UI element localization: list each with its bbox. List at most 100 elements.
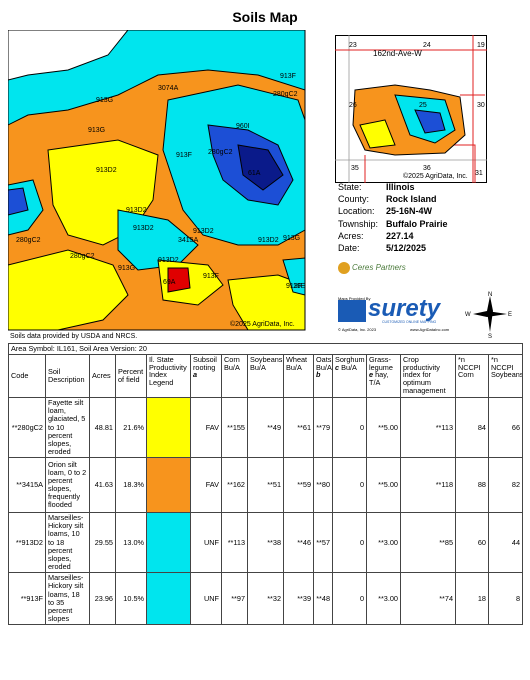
legend-cell <box>146 572 191 626</box>
agridata: © AgriData, Inc. 2023 <box>338 327 377 332</box>
header-cell: Code <box>8 354 46 399</box>
header-cell: *n NCCPI Corn <box>455 354 489 399</box>
caption-row: Area Symbol: IL161, Soil Area Version: 2… <box>7 342 524 356</box>
map-label: 913D2 <box>96 167 117 174</box>
header-note: e <box>369 370 374 380</box>
section-label: 23 <box>349 42 357 49</box>
data-row: **280gC2 Fayette silt loam, glaciated, 5 … <box>8 397 524 459</box>
cell: **118 <box>400 457 456 514</box>
header-cell: Subsoil rooting a <box>190 354 222 399</box>
map-label: 960I <box>236 123 250 130</box>
cell: **51 <box>247 457 284 514</box>
cell: 84 <box>455 397 489 459</box>
info-value: Buffalo Prairie <box>386 218 448 229</box>
header-cell: Soybeans Bu/A <box>247 354 284 399</box>
map-label: 913G <box>88 127 105 134</box>
cell: **3.00 <box>366 572 401 626</box>
cell: 48.81 <box>89 397 116 459</box>
header-text: Subsoil rooting <box>193 355 217 372</box>
surety-logo: surety <box>368 295 441 322</box>
section-label: 36 <box>423 165 431 172</box>
header-text: Corn Bu/A <box>224 355 240 372</box>
info-value: 25-16N-4W <box>386 206 433 217</box>
map-label: 280gC2 <box>273 91 298 98</box>
header-row: Code Soil Description Acres Percent of fiel… <box>8 354 524 399</box>
info-value: Rock Island <box>386 194 437 205</box>
cell: **57 <box>313 512 333 574</box>
info-label: County: <box>338 194 370 205</box>
info-row: Acres: 227.14 <box>338 231 448 243</box>
map-label: 280gC2 <box>208 149 233 156</box>
locator-copyright: ©2025 AgriData, Inc. <box>403 172 468 180</box>
compass-n: N <box>488 292 492 298</box>
header-cell: Il. State Productivity Index Legend <box>146 354 191 399</box>
legend-cell <box>146 457 191 514</box>
cell: 60 <box>455 512 489 574</box>
header-cell: Wheat Bu/A <box>283 354 314 399</box>
cell: **74 <box>400 572 456 626</box>
header-text: *n NCCPI Corn <box>458 355 481 380</box>
map-label: 913G <box>283 235 300 242</box>
info-list: State: Illinois County: Rock Island Location… <box>338 182 448 255</box>
header-cell: Soil Description <box>45 354 90 399</box>
cell: UNF <box>190 512 222 574</box>
caption: Area Symbol: IL161, Soil Area Version: 2… <box>7 342 524 356</box>
cell: **162 <box>221 457 248 514</box>
cell: 0 <box>332 397 367 459</box>
cell: **3415A <box>8 457 46 514</box>
legend-cell <box>146 512 191 574</box>
cell: **49 <box>247 397 284 459</box>
header-cell: Oats Bu/A b <box>313 354 333 399</box>
provided: Maps Provided By <box>338 296 371 301</box>
legend-cell <box>146 397 191 459</box>
header-text: *n NCCPI Soybeans <box>491 355 523 380</box>
cell: 18 <box>455 572 489 626</box>
header-cell: *n NCCPI Soybeans <box>487 354 524 399</box>
cell: **48 <box>313 572 333 626</box>
cell: Marseilles-Hickory silt loams, 18 to 35 … <box>45 572 90 626</box>
map-label: 913F <box>203 273 219 280</box>
map-label: 280gC2 <box>16 237 41 244</box>
header-note: c <box>335 362 340 372</box>
header-cell: Corn Bu/A <box>221 354 248 399</box>
cell: **113 <box>221 512 248 574</box>
compass: N S W E <box>465 292 512 338</box>
data-row: **913F Marseilles-Hickory silt loams, 18 … <box>8 572 524 626</box>
cell: **913D2 <box>8 512 46 574</box>
header-text: Code <box>11 371 29 381</box>
data-row: **3415A Orion silt loam, 0 to 2 percent s… <box>8 457 524 514</box>
cell: **913F <box>8 572 46 626</box>
cell: 44 <box>487 512 524 574</box>
map-copyright: ©2025 AgriData, Inc. <box>230 320 295 328</box>
compass-e: E <box>508 312 512 318</box>
cell: 8 <box>487 572 524 626</box>
map-label: 3074A <box>158 85 179 92</box>
header-cell: Acres <box>89 354 116 399</box>
map-label: 913F <box>176 152 192 159</box>
locator-map: 23 24 19 26 25 30 35 36 31 162nd-Ave-W ©2025 Agr… <box>335 35 487 183</box>
map-label: 61A <box>248 170 261 177</box>
cell: **5.00 <box>366 397 401 459</box>
cell: **113 <box>400 397 456 459</box>
info-label: Acres: <box>338 230 364 241</box>
cell: Fayette silt loam, glaciated, 5 to 10 pe… <box>45 397 90 459</box>
map-label: 913D2 <box>133 225 154 232</box>
map-label: 69A <box>163 279 176 286</box>
header-text: Wheat Bu/A <box>286 355 308 372</box>
cell: **59 <box>283 457 314 514</box>
header-note: b <box>316 370 321 380</box>
tagline: CUSTOMIZED ONLINE MAPPING <box>382 320 437 324</box>
cell: Orion silt loam, 0 to 2 percent slopes, … <box>45 457 90 514</box>
map-label: 913G <box>118 265 135 272</box>
cell: **280gC2 <box>8 397 46 459</box>
cell: 13.0% <box>115 512 147 574</box>
map-label: 913G <box>96 97 113 104</box>
cell: 18.3% <box>115 457 147 514</box>
cell: UNF <box>190 572 222 626</box>
header-text: Sorghum <box>335 355 365 365</box>
header-text: Grass-legume <box>369 355 393 372</box>
cell: 66 <box>487 397 524 459</box>
section-label: 26 <box>349 102 357 109</box>
cell: FAV <box>190 457 222 514</box>
info-row: State: Illinois <box>338 182 448 194</box>
